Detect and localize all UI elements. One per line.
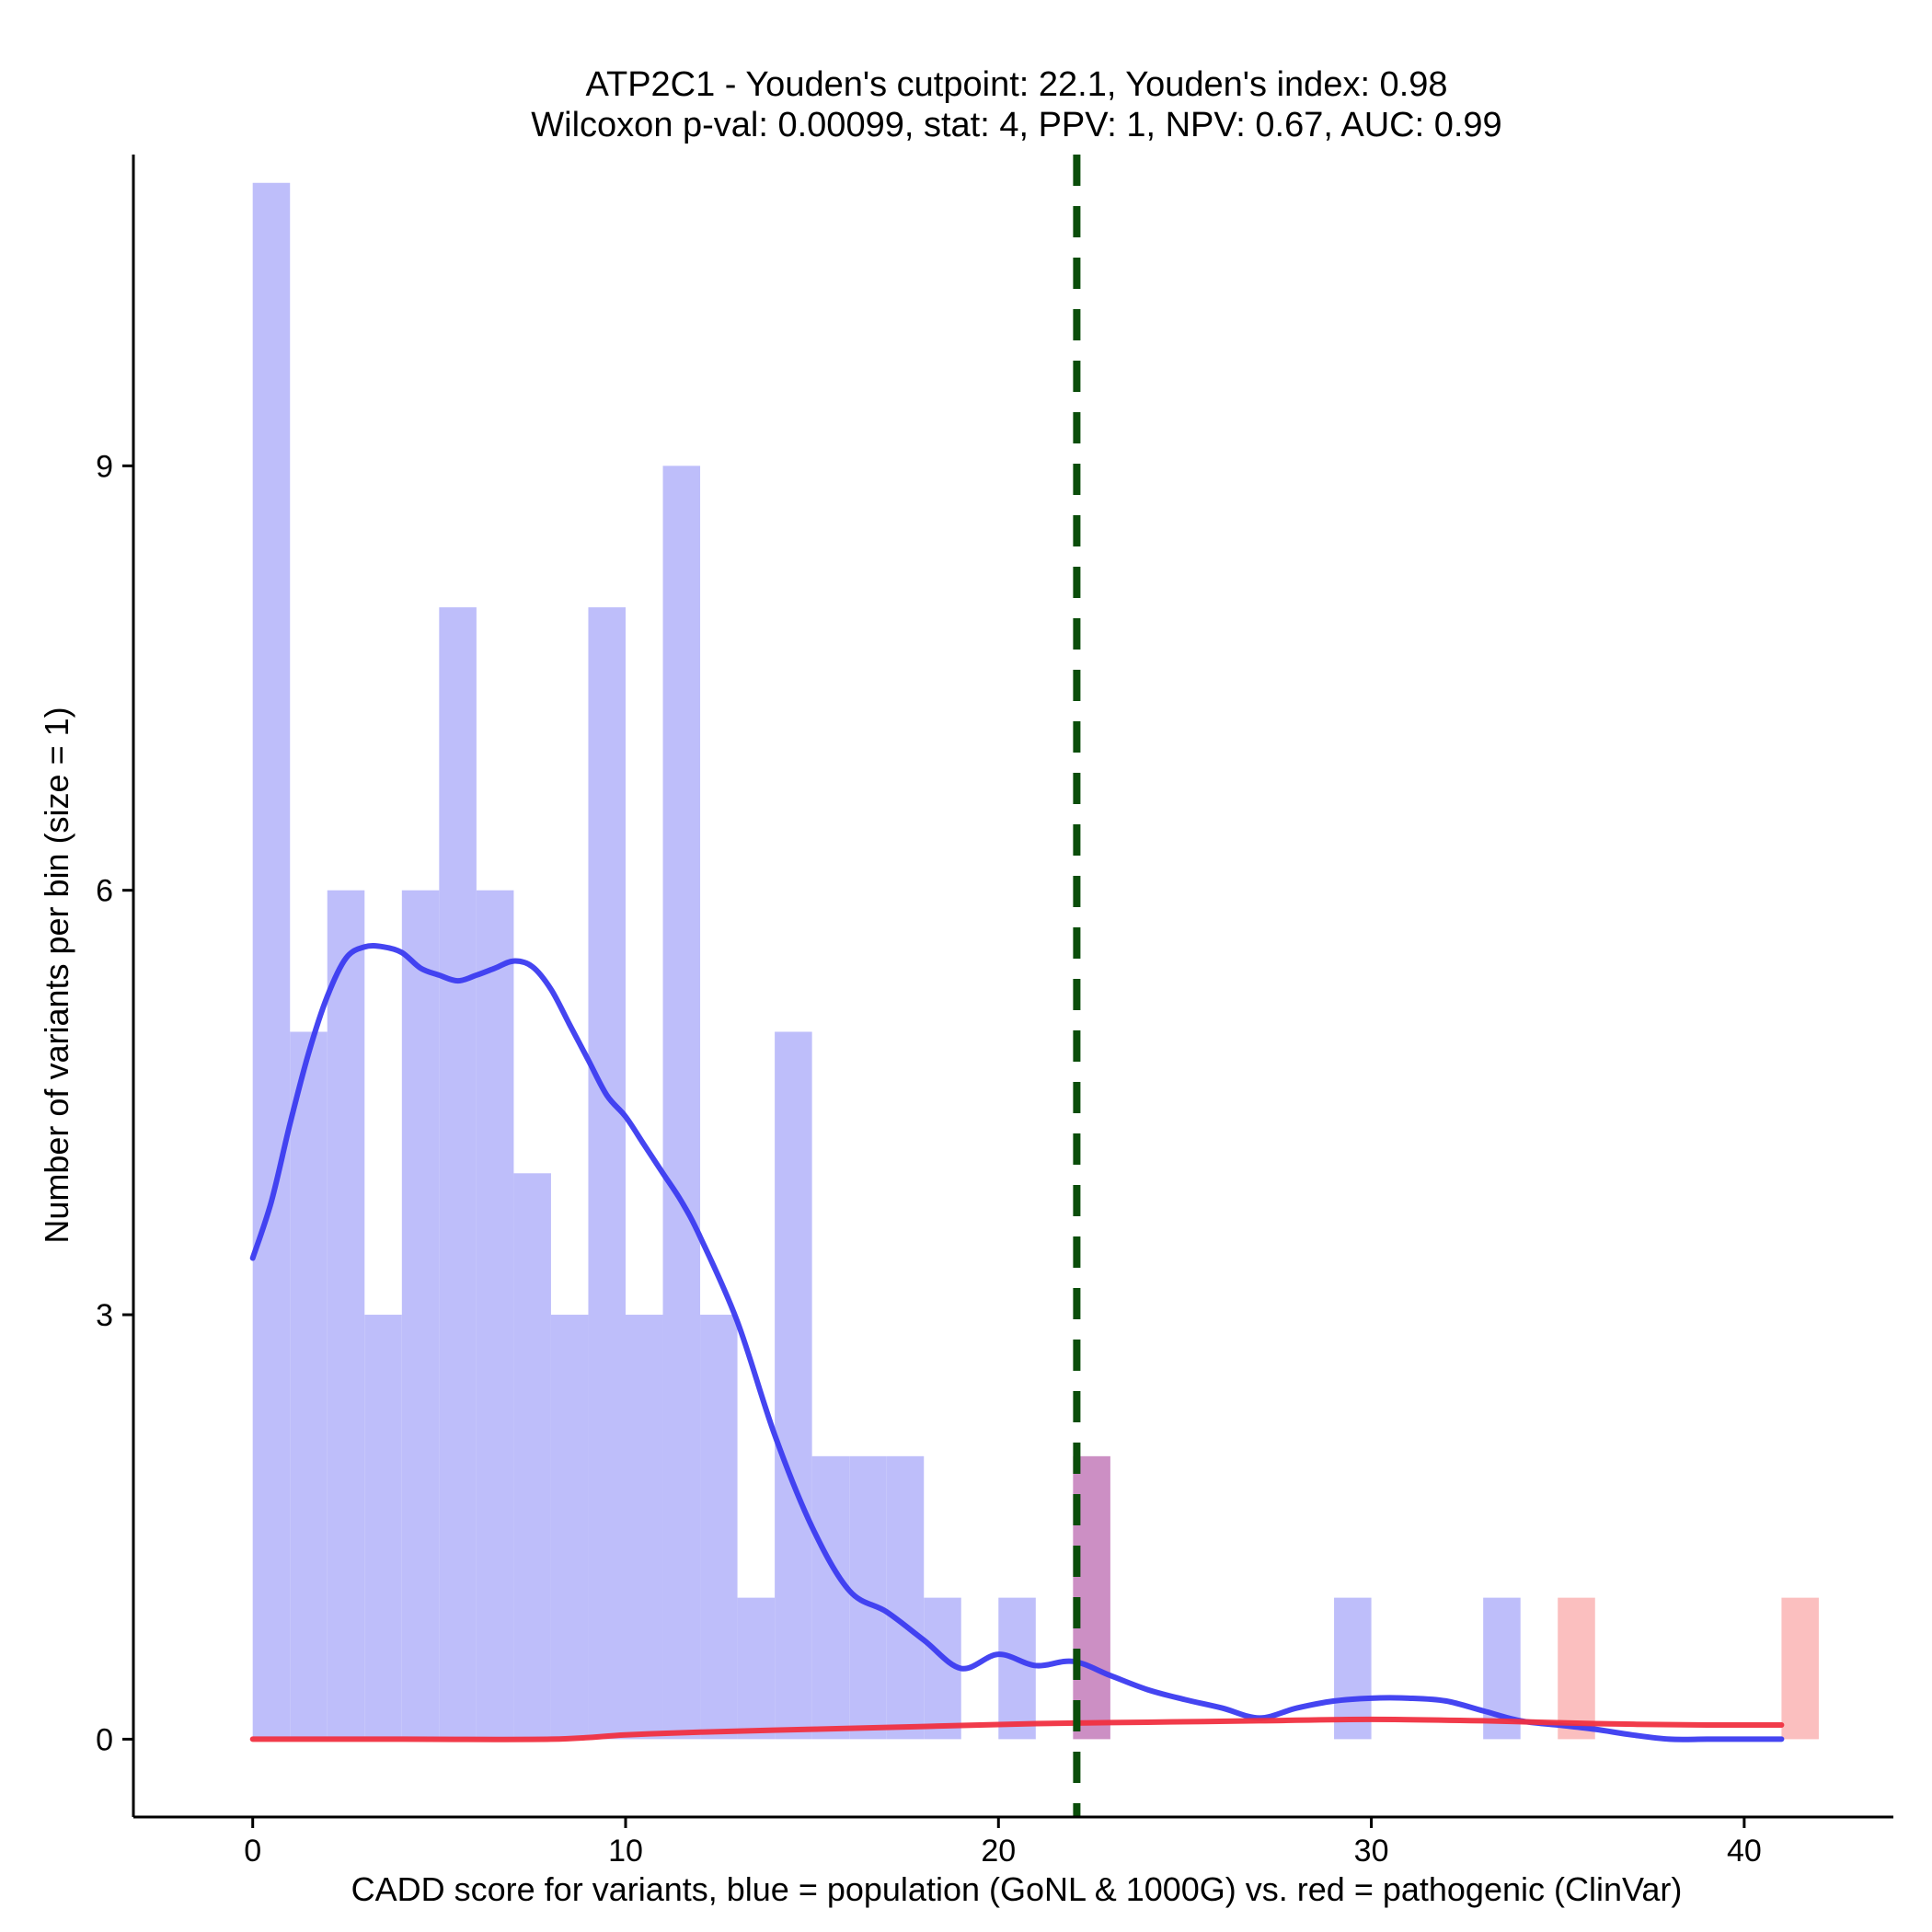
population-bar: [662, 466, 701, 1740]
population-bar: [401, 890, 440, 1740]
x-ticks: 0 10 20 30 40: [244, 1817, 1762, 1869]
x-tick-label: 40: [1727, 1834, 1762, 1869]
population-bar: [737, 1597, 776, 1740]
y-tick-label: 3: [96, 1298, 113, 1333]
population-bar: [775, 1031, 812, 1740]
pathogenic-bar: [1781, 1597, 1819, 1740]
x-tick-label: 0: [244, 1834, 261, 1869]
population-bar: [290, 1031, 328, 1740]
y-ticks: 0 3 6 9: [96, 449, 133, 1757]
x-tick-label: 10: [608, 1834, 643, 1869]
population-bar: [1334, 1597, 1372, 1740]
population-density-curve: [249, 943, 1785, 1742]
population-bar: [700, 1315, 738, 1740]
x-tick-label: 30: [1354, 1834, 1389, 1869]
histogram-bars: [252, 182, 1819, 1740]
chart-subtitle: Wilcoxon p-val: 0.00099, stat: 4, PPV: 1…: [531, 106, 1501, 144]
population-bar: [439, 607, 477, 1740]
population-bar: [625, 1315, 663, 1740]
population-bar: [513, 1173, 551, 1740]
y-axis-label: Number of variants per bin (size = 1): [38, 707, 75, 1243]
population-bar: [550, 1315, 589, 1740]
population-bar: [364, 1315, 402, 1740]
x-tick-label: 20: [981, 1834, 1016, 1869]
x-axis-label: CADD score for variants, blue = populati…: [351, 1870, 1683, 1908]
pathogenic-bar: [1558, 1597, 1595, 1740]
population-bar: [998, 1597, 1036, 1740]
population-bar: [327, 890, 365, 1740]
population-bar: [811, 1455, 850, 1740]
population-bar: [886, 1455, 925, 1740]
population-bar: [588, 607, 626, 1740]
population-bar: [476, 890, 514, 1740]
pathogenic-density-curve: [249, 1716, 1785, 1742]
y-tick-label: 6: [96, 874, 113, 909]
population-bar: [252, 182, 291, 1740]
chart-title: ATP2C1 - Youden's cutpoint: 22.1, Youden…: [585, 65, 1447, 104]
density-curves: [249, 943, 1785, 1742]
y-tick-label: 0: [96, 1722, 113, 1757]
y-tick-label: 9: [96, 449, 113, 484]
